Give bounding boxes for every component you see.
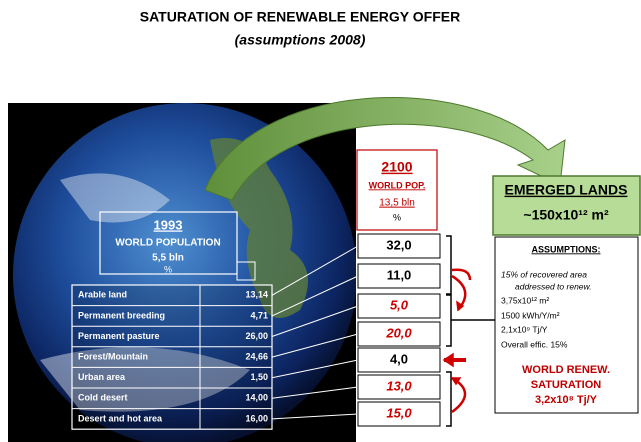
value: 5,0 — [390, 297, 409, 312]
box-2100-frame — [356, 149, 438, 231]
assumption-line: 2,1x10⁹ Tj/Y — [501, 324, 548, 334]
value-box — [357, 347, 441, 373]
population: 5,5 bln — [152, 253, 184, 264]
assumptions-frame — [494, 236, 639, 414]
row-label: Desert and hot area — [78, 413, 163, 423]
brackets — [442, 235, 495, 427]
year: 1993 — [154, 217, 183, 232]
population: 13,5 bln — [379, 198, 415, 209]
label: WORLD POPULATION — [115, 238, 220, 249]
row-label: Permanent pasture — [78, 331, 160, 341]
connector — [271, 413, 359, 420]
connector — [271, 245, 359, 296]
value: 20,0 — [385, 325, 412, 340]
connector — [271, 386, 359, 399]
emerged-title: EMERGED LANDS — [505, 182, 628, 198]
clouds — [40, 173, 250, 412]
value-box — [357, 233, 441, 259]
value-box — [357, 263, 441, 289]
row-label: Arable land — [78, 290, 127, 300]
value: 32,0 — [386, 237, 411, 252]
unit: % — [393, 212, 401, 222]
table-frame — [71, 284, 273, 430]
curved-arrow — [204, 97, 566, 201]
value-box — [357, 293, 441, 319]
emerged-lands-frame — [492, 175, 641, 236]
row-value: 24,66 — [245, 351, 268, 361]
row-value: 13,14 — [245, 290, 268, 300]
row-label: Forest/Mountain — [78, 351, 148, 361]
box-1993-frame — [99, 211, 238, 275]
row-value: 1,50 — [250, 372, 268, 382]
assumption-line: 3,75x10¹² m² — [501, 295, 549, 305]
assumption-line: Overall effic. 15% — [501, 339, 568, 349]
box-1993-tab — [236, 261, 256, 281]
assumption-line: 1500 kWh/Y/m² — [501, 310, 560, 320]
box-1993: 1993 WORLD POPULATION 5,5 bln % — [99, 211, 256, 281]
assumption-line: 15% of recovered area — [501, 269, 587, 279]
value: 15,0 — [386, 405, 412, 420]
value: 13,0 — [386, 378, 412, 393]
row-value: 14,00 — [245, 393, 268, 403]
emerged-lands: EMERGED LANDS ~150x10¹² m² — [492, 175, 641, 236]
row-label: Permanent breeding — [78, 310, 165, 320]
result-line: SATURATION — [531, 379, 602, 391]
value-box — [357, 321, 441, 347]
assumption-line: addressed to renew. — [515, 281, 592, 291]
table-area: Arable land 13,14 Permanent breeding 4,71 Pe… — [71, 233, 441, 430]
assumptions: ASSUMPTIONS: 15% of recovered area addres… — [494, 236, 639, 414]
year: 2100 — [381, 159, 412, 175]
title: SATURATION OF RENEWABLE ENERGY OFFER — [140, 9, 460, 25]
value: 11,0 — [387, 267, 412, 282]
emerged-area: ~150x10¹² m² — [523, 207, 609, 223]
value: 4,0 — [390, 351, 408, 366]
result-line: 3,2x10⁸ Tj/Y — [535, 394, 598, 406]
connector — [271, 275, 359, 317]
connector — [271, 333, 359, 358]
box-2100: 2100 WORLD POP. 13,5 bln % — [356, 149, 438, 231]
row-value: 4,71 — [250, 310, 268, 320]
subtitle: (assumptions 2008) — [235, 32, 366, 48]
value-box — [357, 401, 441, 427]
row-label: Cold desert — [78, 393, 128, 403]
row-value: 26,00 — [245, 331, 268, 341]
row-label: Urban area — [78, 372, 126, 382]
label: WORLD POP. — [369, 180, 426, 190]
row-value: 16,00 — [245, 413, 268, 423]
connector — [271, 305, 359, 337]
result-line: WORLD RENEW. — [522, 364, 610, 376]
connector — [271, 359, 359, 379]
value-box — [357, 374, 441, 400]
unit: % — [164, 264, 172, 274]
assumptions-title: ASSUMPTIONS: — [531, 244, 600, 254]
